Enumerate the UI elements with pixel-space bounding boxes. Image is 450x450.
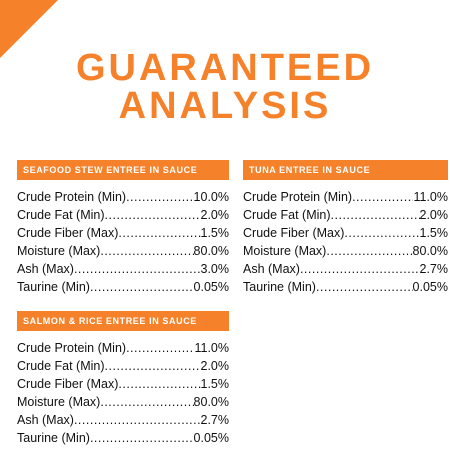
leader-dots (74, 260, 201, 278)
nutrient-value: 11.0% (194, 341, 229, 355)
nutrient-label: Taurine (Min) (17, 431, 90, 445)
analysis-row: Moisture (Max) 80.0% (243, 242, 448, 260)
leader-dots (105, 357, 201, 375)
analysis-row: Crude Protein (Min) 11.0% (17, 339, 229, 357)
analysis-row: Taurine (Min) 0.05% (243, 278, 448, 296)
analysis-row: Crude Fiber (Max) 1.5% (243, 224, 448, 242)
analysis-row: Crude Fiber (Max) 1.5% (17, 375, 229, 393)
section-heading: SALMON & RICE ENTREE IN SAUCE (17, 311, 229, 331)
title-line-2: ANALYSIS (118, 85, 332, 127)
nutrient-value: 0.05% (412, 280, 448, 294)
leader-dots (316, 278, 413, 296)
analysis-row: Ash (Max) 3.0% (17, 260, 229, 278)
nutrient-label: Moisture (Max) (17, 395, 101, 409)
section-heading: TUNA ENTREE IN SAUCE (243, 160, 448, 180)
analysis-row: Ash (Max) 2.7% (17, 411, 229, 429)
nutrient-label: Ash (Max) (243, 262, 300, 276)
nutrient-value: 3.0% (200, 262, 230, 276)
nutrient-value: 1.5% (200, 377, 230, 391)
analysis-row: Crude Fiber (Max) 1.5% (17, 224, 229, 242)
analysis-row: Crude Fat (Min) 2.0% (17, 206, 229, 224)
nutrient-label: Ash (Max) (17, 413, 74, 427)
nutrient-value: 10.0% (193, 190, 229, 204)
analysis-row: Crude Protein (Min) 10.0% (17, 188, 229, 206)
corner-accent (0, 0, 58, 58)
nutrient-label: Moisture (Max) (17, 244, 101, 258)
salmon-rice-panel: SALMON & RICE ENTREE IN SAUCE Crude Prot… (17, 311, 229, 447)
seafood-stew-panel: SEAFOOD STEW ENTREE IN SAUCE Crude Prote… (17, 160, 229, 296)
nutrient-value: 0.05% (193, 280, 229, 294)
leader-dots (331, 206, 420, 224)
analysis-row: Moisture (Max) 80.0% (17, 393, 229, 411)
leader-dots (105, 206, 201, 224)
analysis-row: Taurine (Min) 0.05% (17, 429, 229, 447)
nutrient-value: 80.0% (193, 395, 229, 409)
nutrient-value: 2.0% (200, 208, 230, 222)
nutrient-value: 80.0% (412, 244, 448, 258)
nutrient-label: Crude Protein (Min) (17, 341, 127, 355)
leader-dots (100, 393, 193, 411)
nutrient-value: 1.5% (419, 226, 449, 240)
leader-dots (118, 224, 200, 242)
nutrient-label: Crude Fiber (Max) (17, 226, 119, 240)
section-heading: SEAFOOD STEW ENTREE IN SAUCE (17, 160, 229, 180)
leader-dots (344, 224, 419, 242)
leader-dots (90, 429, 194, 447)
nutrient-label: Ash (Max) (17, 262, 74, 276)
nutrient-value: 2.7% (200, 413, 230, 427)
leader-dots (118, 375, 200, 393)
analysis-list: Crude Protein (Min) 11.0% Crude Fat (Min)… (243, 188, 448, 296)
nutrient-label: Crude Fat (Min) (17, 208, 105, 222)
tuna-panel: TUNA ENTREE IN SAUCE Crude Protein (Min)… (243, 160, 448, 296)
nutrient-value: 2.0% (200, 359, 230, 373)
nutrient-value: 80.0% (193, 244, 229, 258)
nutrient-label: Moisture (Max) (243, 244, 327, 258)
nutrient-label: Crude Protein (Min) (17, 190, 127, 204)
leader-dots (74, 411, 201, 429)
nutrient-label: Crude Protein (Min) (243, 190, 353, 204)
analysis-row: Crude Protein (Min) 11.0% (243, 188, 448, 206)
analysis-row: Ash (Max) 2.7% (243, 260, 448, 278)
analysis-row: Taurine (Min) 0.05% (17, 278, 229, 296)
nutrient-value: 2.0% (419, 208, 449, 222)
nutrient-label: Crude Fiber (Max) (17, 377, 119, 391)
leader-dots (300, 260, 420, 278)
nutrient-label: Crude Fat (Min) (17, 359, 105, 373)
nutrient-label: Crude Fat (Min) (243, 208, 331, 222)
nutrient-label: Taurine (Min) (17, 280, 90, 294)
analysis-list: Crude Protein (Min) 11.0% Crude Fat (Min)… (17, 339, 229, 447)
leader-dots (90, 278, 194, 296)
leader-dots (326, 242, 412, 260)
title-line-1: GUARANTEED (75, 47, 375, 89)
nutrient-value: 2.7% (419, 262, 449, 276)
leader-dots (100, 242, 193, 260)
analysis-list: Crude Protein (Min) 10.0% Crude Fat (Min)… (17, 188, 229, 296)
nutrient-label: Taurine (Min) (243, 280, 316, 294)
nutrient-value: 1.5% (200, 226, 230, 240)
analysis-row: Crude Fat (Min) 2.0% (17, 357, 229, 375)
leader-dots (126, 339, 194, 357)
analysis-row: Crude Fat (Min) 2.0% (243, 206, 448, 224)
leader-dots (352, 188, 413, 206)
leader-dots (126, 188, 193, 206)
nutrient-value: 0.05% (193, 431, 229, 445)
nutrient-value: 11.0% (413, 190, 448, 204)
analysis-row: Moisture (Max) 80.0% (17, 242, 229, 260)
nutrient-label: Crude Fiber (Max) (243, 226, 345, 240)
